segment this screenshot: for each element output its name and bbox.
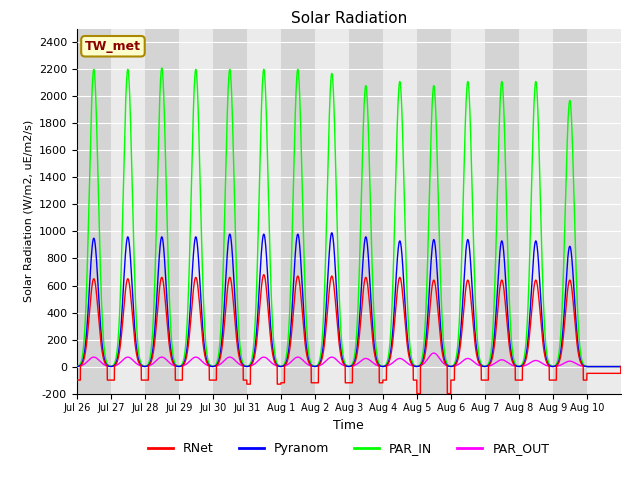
- Legend: RNet, Pyranom, PAR_IN, PAR_OUT: RNet, Pyranom, PAR_IN, PAR_OUT: [143, 437, 554, 460]
- Bar: [212, 29, 247, 394]
- Text: TW_met: TW_met: [85, 40, 141, 53]
- Y-axis label: Solar Radiation (W/m2, uE/m2/s): Solar Radiation (W/m2, uE/m2/s): [23, 120, 33, 302]
- Bar: [179, 29, 212, 394]
- Bar: [77, 29, 111, 394]
- Bar: [417, 29, 451, 394]
- Bar: [451, 29, 485, 394]
- Bar: [145, 29, 179, 394]
- Bar: [553, 29, 587, 394]
- Bar: [247, 29, 281, 394]
- Bar: [111, 29, 145, 394]
- Bar: [383, 29, 417, 394]
- Bar: [281, 29, 315, 394]
- Bar: [587, 29, 621, 394]
- Bar: [315, 29, 349, 394]
- Bar: [485, 29, 519, 394]
- X-axis label: Time: Time: [333, 419, 364, 432]
- Bar: [519, 29, 553, 394]
- Bar: [349, 29, 383, 394]
- Title: Solar Radiation: Solar Radiation: [291, 11, 407, 26]
